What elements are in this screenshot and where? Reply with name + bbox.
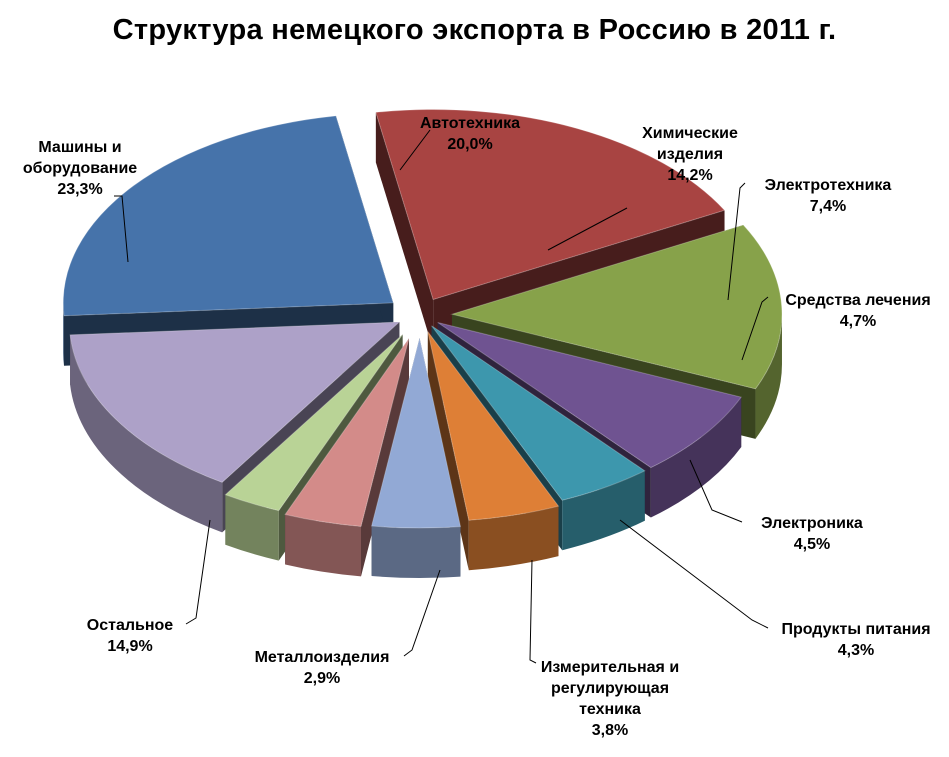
slice-3[interactable]	[431, 325, 646, 501]
value-label: 23,3%	[57, 181, 102, 198]
category-label: Машины и	[38, 139, 121, 156]
data-label-1: Химические изделия 14,2%	[642, 125, 738, 184]
category-label: Автотехника	[420, 115, 520, 132]
data-label-9: Машины и оборудование 23,3%	[23, 139, 137, 198]
category-label: Электротехника	[765, 177, 892, 194]
category-label: оборудование	[23, 160, 137, 177]
slice-9[interactable]	[62, 115, 394, 317]
value-label: 4,7%	[840, 313, 876, 330]
value-label: 14,9%	[107, 638, 152, 655]
slice-5[interactable]	[370, 337, 462, 529]
slice-8[interactable]	[69, 321, 401, 483]
value-label: 7,4%	[810, 198, 846, 215]
slice-edge-8	[70, 334, 223, 533]
slice-1[interactable]	[450, 224, 783, 390]
leader-line-2	[727, 182, 746, 301]
slice-edge-7	[225, 494, 279, 561]
data-label-8: Остальное 14,9%	[87, 617, 174, 655]
value-label: 4,3%	[838, 642, 874, 659]
data-label-0: Автотехника 20,0%	[420, 115, 520, 153]
category-label: Электроника	[761, 515, 863, 532]
slice-edge-5	[371, 526, 461, 579]
leader-line-6	[529, 559, 537, 664]
data-label-7: Металлоизделия 2,9%	[255, 649, 390, 687]
value-label: 2,9%	[304, 670, 340, 687]
slice-wall-0-0	[375, 112, 434, 350]
data-label-4: Электроника 4,5%	[761, 515, 863, 553]
category-label: Продукты питания	[781, 621, 930, 638]
category-label: изделия	[657, 146, 723, 163]
slice-0[interactable]	[375, 108, 726, 301]
leader-line-9	[114, 195, 129, 263]
chart-title: Структура немецкого экспорта в Россию в …	[112, 14, 837, 46]
value-label: 4,5%	[794, 536, 830, 553]
slice-edge-2	[650, 397, 742, 518]
data-labels: Автотехника 20,0% Химические изделия 14,2% Эл…	[23, 115, 931, 739]
data-label-3: Средства лечения 4,7%	[785, 292, 930, 330]
category-label: Средства лечения	[785, 292, 930, 309]
slice-6[interactable]	[284, 338, 410, 527]
leader-line-4	[689, 459, 743, 523]
slice-7[interactable]	[224, 334, 404, 512]
slice-edge-4	[468, 506, 559, 571]
slice-edge-1	[755, 314, 782, 439]
category-label: Измерительная и	[541, 659, 679, 676]
category-label: регулирующая	[551, 680, 669, 697]
value-label: 20,0%	[447, 136, 492, 153]
slice-2[interactable]	[437, 322, 743, 469]
category-label: техника	[579, 701, 641, 718]
data-label-6: Измерительная и регулирующая техника 3,8%	[541, 659, 679, 739]
slice-edge-3	[562, 470, 645, 551]
slice-4[interactable]	[427, 331, 560, 521]
category-label: Металлоизделия	[255, 649, 390, 666]
value-label: 3,8%	[592, 722, 628, 739]
leader-line-1	[547, 207, 628, 251]
leader-line-8	[185, 519, 211, 625]
leader-line-0	[399, 129, 431, 171]
slice-top-layer	[62, 108, 783, 529]
slice-edge-6	[285, 514, 362, 577]
data-label-5: Продукты питания 4,3%	[781, 621, 930, 659]
leader-line-3	[741, 296, 769, 361]
leader-line-7	[403, 569, 441, 657]
category-label: Химические	[642, 125, 738, 142]
data-label-2: Электротехника 7,4%	[765, 177, 892, 215]
leader-line-5	[619, 519, 769, 629]
leader-lines	[114, 129, 769, 664]
value-label: 14,2%	[667, 167, 712, 184]
slice-wall-4-1	[427, 331, 469, 571]
slice-edge-9	[63, 302, 64, 366]
category-label: Остальное	[87, 617, 174, 634]
